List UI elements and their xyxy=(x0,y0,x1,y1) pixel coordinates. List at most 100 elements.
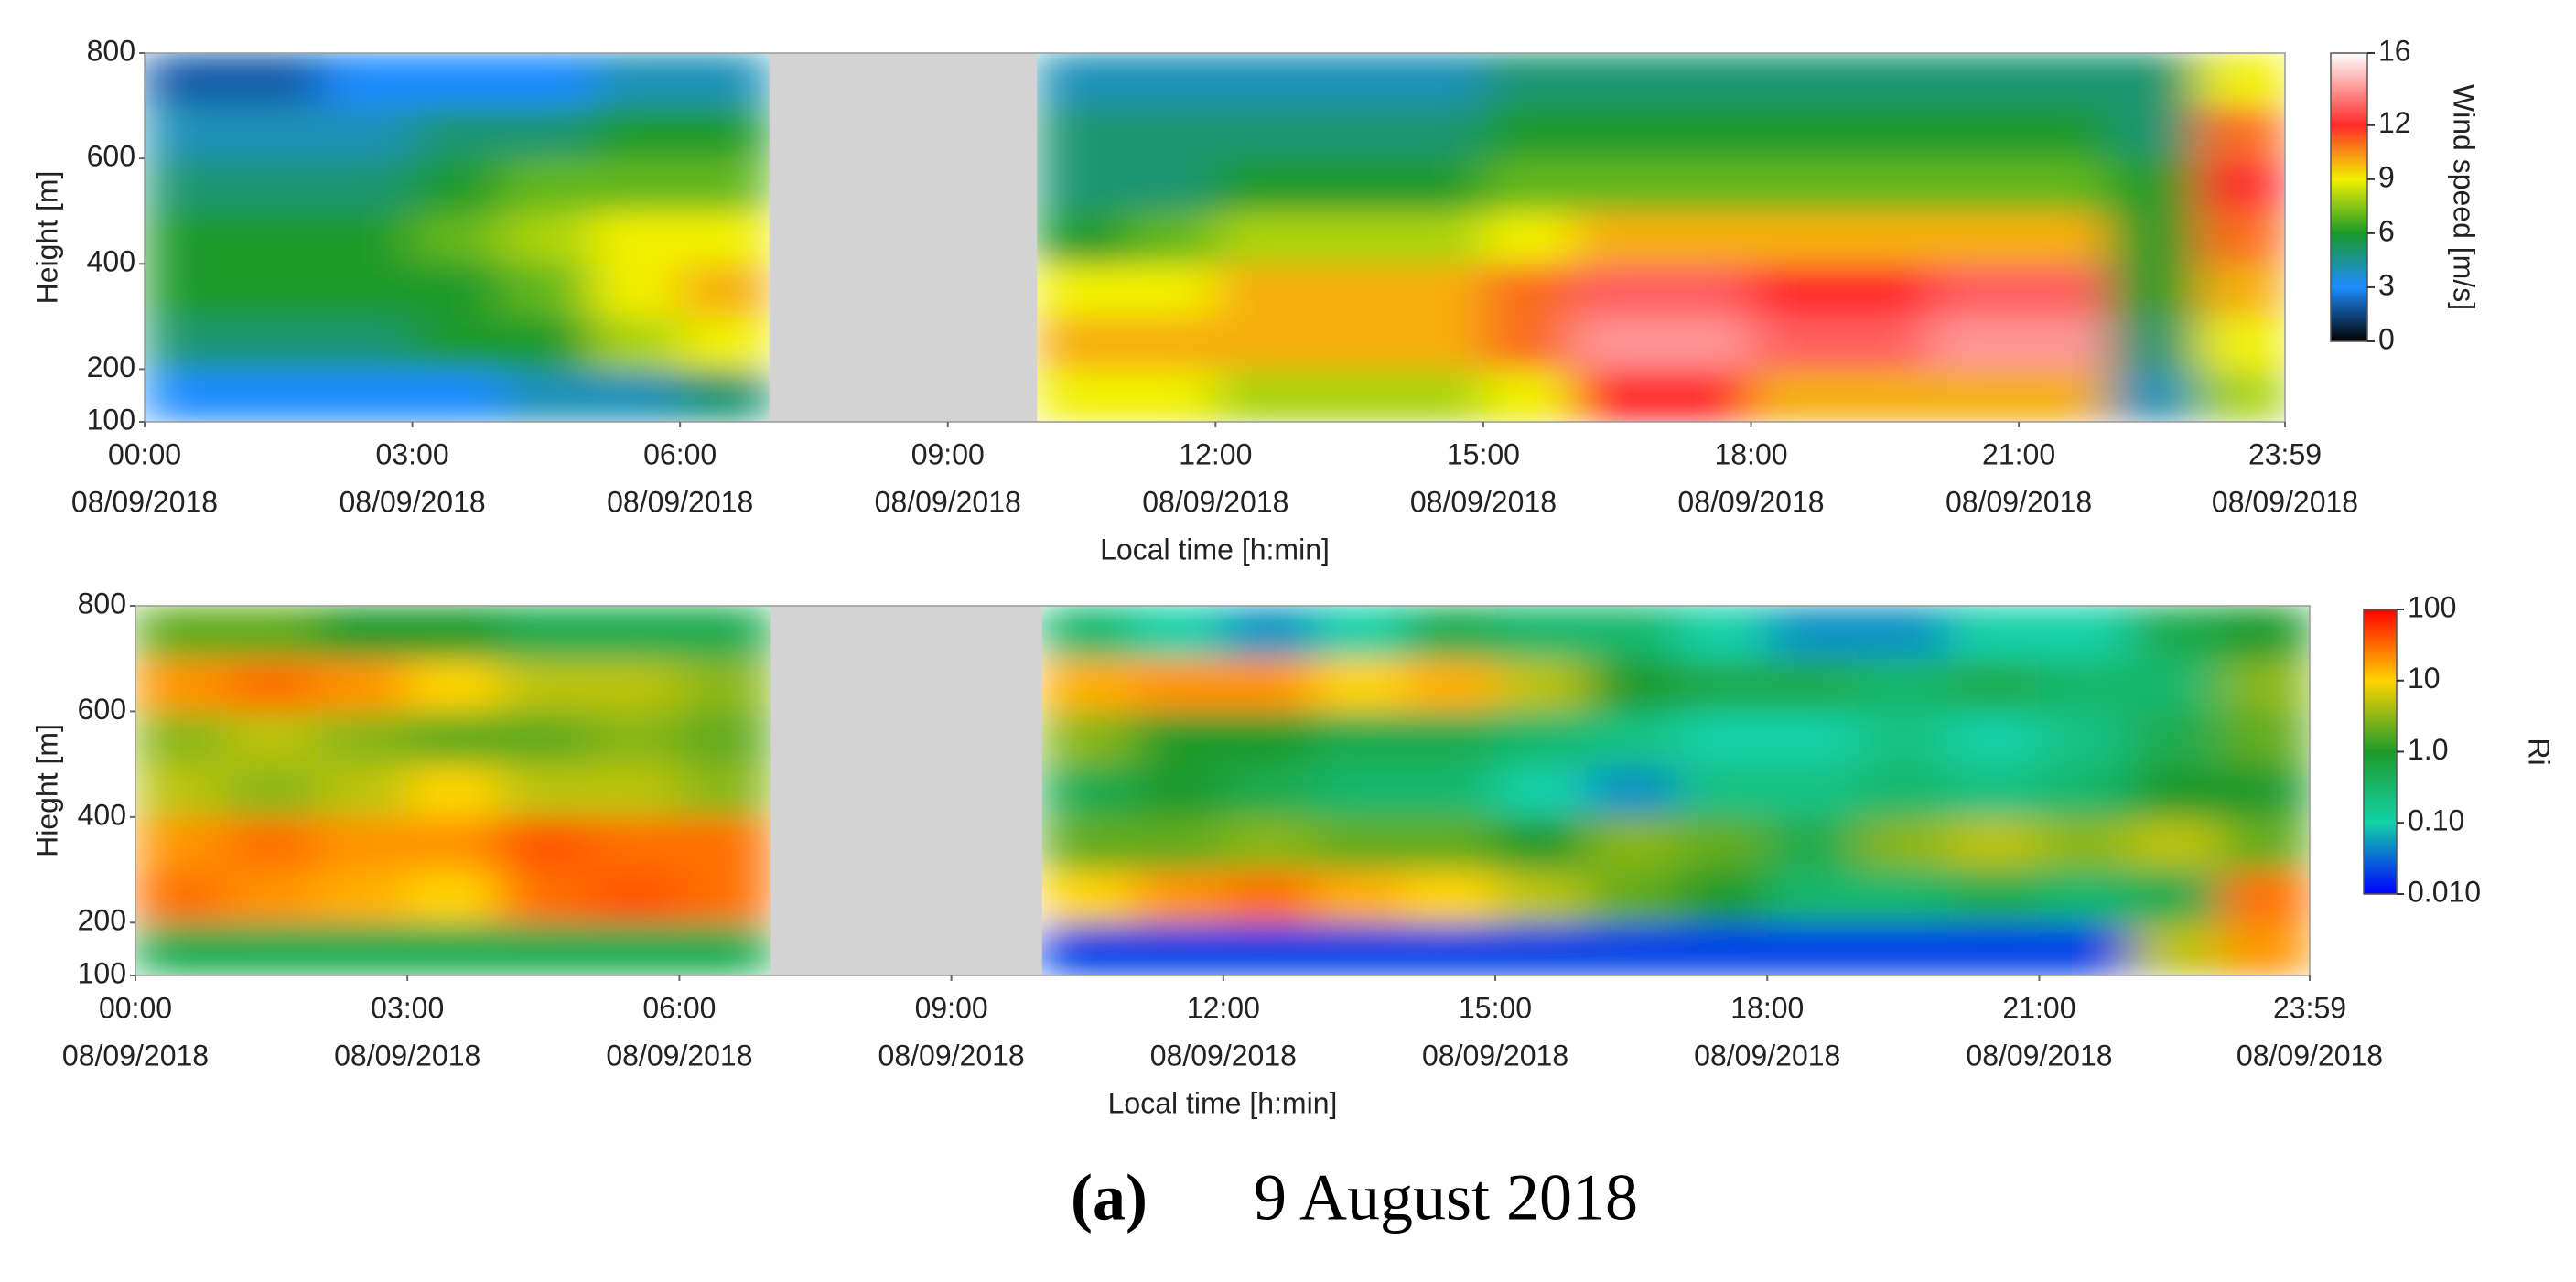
heat-cell xyxy=(1404,816,1496,871)
heat-cell xyxy=(233,210,324,264)
heat-cell xyxy=(233,369,324,422)
heat-cell xyxy=(1929,158,2020,212)
heat-cell xyxy=(679,711,771,765)
heat-cell xyxy=(412,264,502,318)
heat-cell xyxy=(1751,316,1841,370)
heat-cell xyxy=(2220,711,2310,765)
heat-cell xyxy=(1661,369,1751,422)
x-tick-date: 08/09/2018 xyxy=(878,1039,1025,1072)
x-tick-label: 03:00 xyxy=(371,991,444,1024)
colorbar-tick-label: 3 xyxy=(2378,268,2395,301)
heat-cell xyxy=(590,316,681,370)
x-tick-label: 06:00 xyxy=(642,991,716,1024)
heat-cell xyxy=(1495,869,1587,923)
heat-cell xyxy=(2019,264,2109,318)
x-tick-label: 00:00 xyxy=(99,991,172,1024)
heat-cell xyxy=(1572,105,1663,159)
heat-cell xyxy=(1313,816,1406,871)
heat-cell xyxy=(1404,606,1496,660)
y-tick-label: 400 xyxy=(78,798,126,831)
x-tick-date: 08/09/2018 xyxy=(334,1039,480,1072)
colorbar-tick-label: 10 xyxy=(2408,662,2441,695)
heat-cell xyxy=(1572,210,1663,264)
x-tick-label: 09:00 xyxy=(911,437,985,470)
heat-cell xyxy=(1132,711,1224,765)
heat-cell xyxy=(2129,869,2222,923)
heat-cell xyxy=(145,53,235,107)
heat-cell xyxy=(1661,158,1751,212)
heat-cell xyxy=(1394,316,1484,370)
heat-cell xyxy=(1132,658,1224,712)
heat-cell xyxy=(1751,210,1841,264)
heat-cell xyxy=(407,711,499,765)
colorbar xyxy=(2363,609,2398,895)
x-axis-label: Local time [h:min] xyxy=(1108,1086,1338,1119)
heat-cell xyxy=(1223,869,1315,923)
colorbar-tick-label: 0.10 xyxy=(2408,804,2464,837)
heat-cell xyxy=(1223,606,1315,660)
colorbar-tick-label: 12 xyxy=(2378,106,2411,139)
heat-cell xyxy=(2197,316,2285,370)
heat-cell xyxy=(1751,264,1841,318)
x-tick-date: 08/09/2018 xyxy=(1966,1039,2112,1072)
heat-cell xyxy=(135,606,227,660)
heat-cell xyxy=(2220,816,2310,871)
heat-cell xyxy=(1037,53,1127,107)
heat-cell xyxy=(317,869,408,923)
heat-cell xyxy=(2019,105,2109,159)
heat-cell xyxy=(1661,316,1751,370)
heat-cell xyxy=(1929,264,2020,318)
x-tick-label: 09:00 xyxy=(915,991,988,1024)
heat-cell xyxy=(679,658,771,712)
heat-cell xyxy=(1041,658,1134,712)
heat-cell xyxy=(323,210,414,264)
heat-cell xyxy=(1929,210,2020,264)
heat-cell xyxy=(1586,606,1677,660)
heat-cell xyxy=(679,764,771,818)
heat-cell xyxy=(498,816,589,871)
y-tick-label: 800 xyxy=(78,587,126,619)
heat-cell xyxy=(1041,764,1134,818)
plot-area xyxy=(145,53,2285,422)
heat-cell xyxy=(1041,606,1134,660)
heat-cell xyxy=(1676,658,1768,712)
heat-cell xyxy=(1313,606,1406,660)
heat-cell xyxy=(2039,922,2131,975)
heat-cell xyxy=(226,869,318,923)
heat-cell xyxy=(1858,816,1949,871)
heat-cell xyxy=(501,369,592,422)
y-tick-label: 600 xyxy=(87,140,135,173)
heat-cell xyxy=(588,711,680,765)
cells xyxy=(135,606,2310,975)
heat-cell xyxy=(590,264,681,318)
heat-cell xyxy=(680,316,771,370)
heat-cell xyxy=(1041,869,1134,923)
heat-cell xyxy=(680,53,771,107)
heat-cell xyxy=(226,922,318,975)
colorbar-tick-label: 1.0 xyxy=(2408,733,2448,766)
heat-cell xyxy=(1313,711,1406,765)
heat-cell xyxy=(501,210,592,264)
heat-cell xyxy=(1948,869,2040,923)
heat-cell xyxy=(1313,658,1406,712)
heat-cell xyxy=(2039,711,2131,765)
heat-cell xyxy=(1041,816,1134,871)
colorbar xyxy=(2330,52,2368,342)
heat-cell xyxy=(1767,816,1859,871)
heat-cell xyxy=(2107,210,2198,264)
heat-cell xyxy=(2129,606,2222,660)
heat-cell xyxy=(1858,869,1949,923)
heat-cell xyxy=(407,606,499,660)
heat-cell xyxy=(317,606,408,660)
heat-cell xyxy=(1132,606,1224,660)
heat-cell xyxy=(1586,711,1677,765)
heat-cell xyxy=(233,53,324,107)
heat-cell xyxy=(1313,764,1406,818)
heat-cell xyxy=(1767,711,1859,765)
y-axis-label: Height [m] xyxy=(30,171,63,305)
heat-cell xyxy=(2197,158,2285,212)
y-axis-label: Hieght [m] xyxy=(30,724,63,857)
x-tick-date: 08/09/2018 xyxy=(875,485,1021,518)
heat-cell xyxy=(1858,711,1949,765)
heat-cell xyxy=(1586,764,1677,818)
